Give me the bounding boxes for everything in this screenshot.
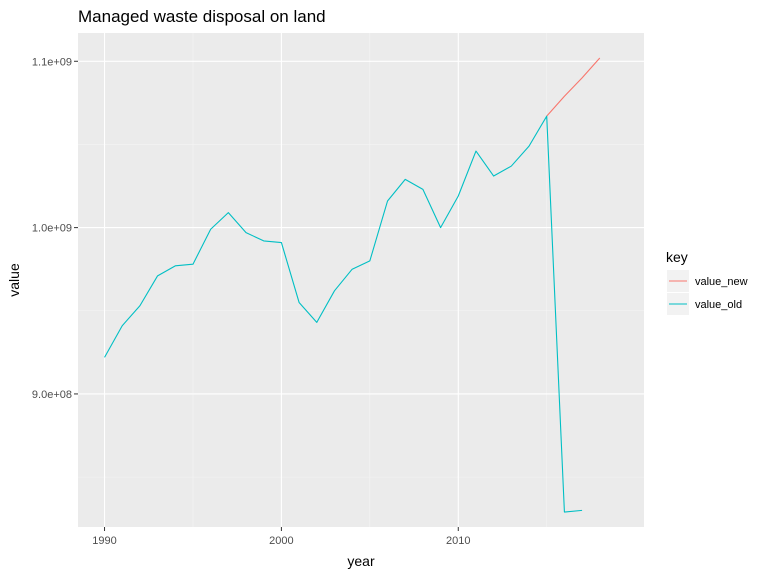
y-axis-title: value [6, 263, 22, 297]
series-lines [104, 57, 601, 513]
legend: key value_new value_old [666, 249, 748, 315]
y-tick-label: 1.0e+09 [32, 223, 72, 235]
legend-label: value_old [695, 299, 742, 311]
series-line-value-new [546, 57, 601, 117]
y-tick-label: 1.1e+09 [32, 56, 72, 68]
chart-title: Managed waste disposal on land [78, 7, 326, 26]
legend-title: key [666, 249, 688, 265]
x-tick-label: 2000 [269, 535, 293, 547]
plot-panel [78, 33, 644, 527]
legend-entries: value_new value_old [667, 270, 748, 315]
x-axis-title: year [347, 553, 375, 569]
y-axis: 9.0e+08 1.0e+09 1.1e+09 [32, 56, 78, 401]
legend-label: value_new [695, 276, 748, 288]
major-gridlines [78, 33, 644, 527]
x-tick-label: 1990 [92, 535, 116, 547]
y-tick-label: 9.0e+08 [32, 389, 72, 401]
series-line-value-old [104, 115, 583, 513]
x-tick-label: 2010 [446, 535, 470, 547]
x-axis: 1990 2000 2010 [92, 527, 471, 547]
